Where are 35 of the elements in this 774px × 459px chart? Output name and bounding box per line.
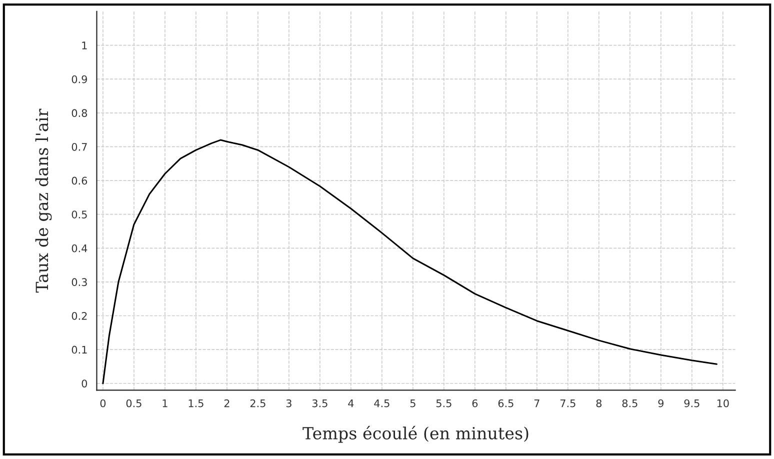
y-tick-label: 0.9 [72, 75, 87, 84]
x-axis-title: Temps écoulé (en minutes) [302, 426, 528, 443]
x-tick-label: 7.5 [560, 400, 576, 408]
y-axis-title: Taux de gaz dans l'air [35, 108, 52, 293]
y-tick-label: 0.8 [72, 109, 88, 118]
x-tick-label: 3.5 [312, 399, 328, 408]
x-tick-label: 6 [472, 399, 478, 408]
y-tick-label: 0.1 [72, 346, 87, 354]
x-tick-label: 7 [534, 400, 540, 408]
x-tick-label: 8 [596, 399, 602, 408]
x-tick-label: 1.5 [188, 400, 204, 408]
x-tick-label: 8.5 [622, 399, 638, 408]
x-tick-label: 4 [348, 400, 354, 408]
x-tick-label: 9 [658, 399, 664, 408]
y-tick-label: 0.3 [72, 278, 87, 286]
line-series [102, 139, 718, 384]
x-tick-label: 2 [224, 399, 230, 408]
y-tick-label: 1 [82, 42, 87, 50]
y-tick-label: 0 [82, 380, 88, 388]
x-tick-label: 2.5 [250, 399, 266, 408]
x-tick-label: 1 [162, 400, 168, 408]
x-tick-label: 9.5 [684, 399, 700, 408]
y-tick-label: 0.2 [72, 312, 87, 320]
x-tick-label: 0 [100, 399, 106, 408]
y-tick-label: 0.6 [72, 176, 88, 185]
y-tick-label: 0.5 [72, 210, 87, 218]
y-tick-label: 0.7 [72, 142, 87, 151]
y-tick-label: 0.4 [72, 244, 88, 252]
x-tick-label: 6.5 [498, 399, 514, 408]
x-tick-label: 10 [717, 399, 729, 408]
x-tick-label: 4.5 [374, 400, 390, 408]
x-tick-label: 0.5 [126, 399, 142, 408]
x-tick-label: 5 [410, 400, 416, 408]
x-tick-label: 5.5 [436, 400, 452, 408]
x-tick-label: 3 [286, 399, 292, 408]
